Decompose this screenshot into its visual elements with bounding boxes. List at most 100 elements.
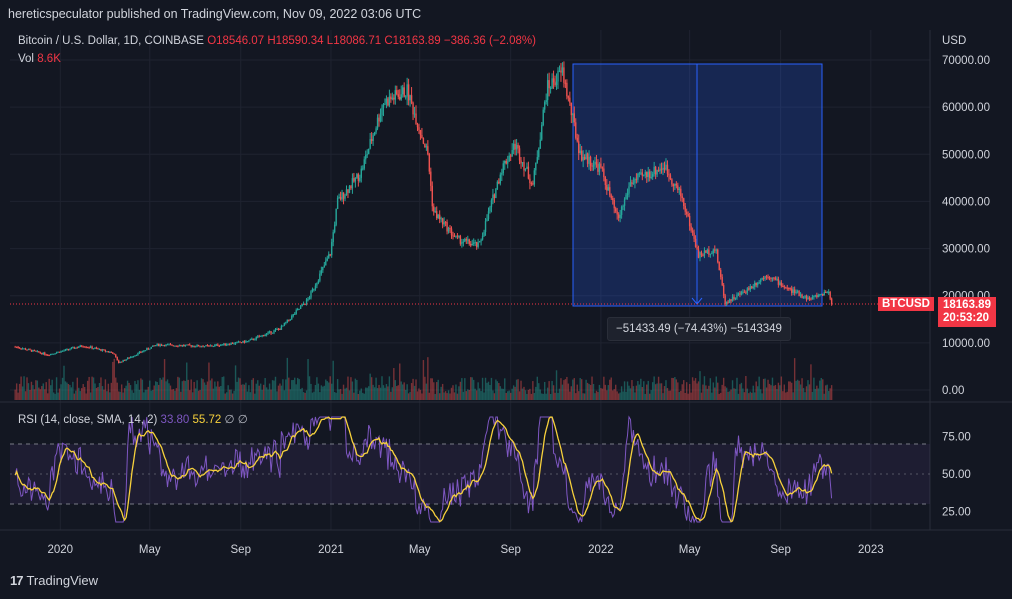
volume-bar (313, 391, 315, 400)
candle-body (228, 344, 231, 346)
volume-bar (495, 379, 497, 400)
price-tick-label: 10000.00 (942, 338, 990, 350)
volume-bar (802, 387, 805, 400)
candle-body (382, 104, 385, 108)
price-tick-label: 50000.00 (942, 149, 990, 161)
volume-legend[interactable]: Vol 8.6K (18, 53, 61, 65)
rsi-extra-1: ∅ (224, 414, 235, 426)
candle-body (123, 359, 126, 361)
volume-bar (649, 393, 651, 400)
volume-bar (631, 380, 633, 400)
volume-bar (307, 359, 309, 400)
volume-bar (786, 391, 788, 400)
candle-body (388, 96, 391, 106)
volume-bar (641, 387, 644, 400)
candle-body (132, 356, 135, 358)
volume-bar (755, 381, 757, 400)
candle-body (811, 296, 814, 300)
volume-bar (696, 383, 698, 400)
time-tick-label: Sep (500, 544, 520, 556)
volume-bar (724, 386, 726, 400)
candle-body (678, 188, 680, 190)
candle-body (619, 214, 621, 218)
candle-body (304, 304, 306, 306)
volume-bar (110, 382, 113, 400)
volume-bar (156, 382, 158, 400)
volume-bar (810, 364, 812, 400)
volume-bar (17, 392, 19, 400)
volume-bar (759, 389, 762, 400)
volume-bar (762, 378, 765, 400)
candle-body (462, 241, 465, 243)
volume-bar (752, 385, 754, 400)
symbol-legend[interactable]: Bitcoin / U.S. Dollar, 1D, COINBASE O185… (18, 35, 536, 47)
volume-bar (425, 383, 428, 400)
candle-body (174, 345, 176, 347)
rsi-extra-2: ∅ (237, 414, 248, 426)
candle-body (549, 87, 552, 89)
volume-bar (63, 365, 65, 400)
volume-bar (265, 387, 268, 400)
candle-body (227, 344, 229, 346)
candle-body (564, 82, 567, 84)
volume-bar (793, 358, 796, 400)
candle-body (308, 297, 311, 300)
candle-body (512, 143, 515, 151)
candle-body (92, 348, 95, 350)
candle-body (270, 331, 272, 334)
volume-bar (415, 379, 417, 400)
candle-body (748, 288, 750, 290)
candle-body (504, 160, 506, 164)
candle-body (762, 277, 765, 279)
candle-body (113, 353, 115, 355)
candle-body (474, 242, 476, 244)
candle-body (384, 103, 386, 105)
volume-bar (711, 392, 713, 400)
volume-bar (288, 377, 290, 400)
candle-body (819, 294, 821, 296)
volume-bar (338, 389, 340, 400)
rsi-legend[interactable]: RSI (14, close, SMA, 14, 2) 33.80 55.72 … (18, 412, 248, 426)
candle-body (609, 187, 611, 196)
candle-body (687, 213, 689, 216)
candle-body (15, 346, 18, 348)
candle-body (511, 150, 513, 157)
brand-footer[interactable]: 17 TradingView (10, 573, 98, 588)
volume-bar (326, 381, 328, 400)
volume-bar (119, 391, 121, 400)
candle-body (326, 258, 328, 261)
volume-bar (233, 390, 235, 400)
candle-body (85, 346, 87, 348)
candle-body (305, 299, 308, 305)
candle-body (569, 97, 571, 103)
candle-body (224, 343, 226, 346)
volume-bar (622, 391, 624, 400)
volume-bar (779, 385, 781, 400)
volume-bar (727, 391, 729, 400)
volume-bar (123, 388, 126, 400)
candle-body (538, 148, 540, 158)
volume-bar (499, 386, 502, 400)
volume-bar (440, 386, 442, 400)
candle-body (206, 345, 209, 347)
volume-bar (675, 379, 678, 400)
volume-bar (638, 384, 641, 400)
candle-body (798, 291, 800, 297)
candle-body (480, 239, 482, 242)
candle-body (796, 291, 799, 293)
candle-body (186, 344, 188, 346)
candle-body (159, 344, 161, 346)
volume-bar (366, 387, 368, 400)
candle-body (507, 161, 509, 164)
volume-bar (372, 384, 374, 400)
volume-bar (736, 377, 738, 400)
candle-body (770, 277, 772, 279)
candle-body (295, 310, 297, 314)
volume-bar (240, 384, 243, 400)
candle-body (508, 155, 510, 162)
volume-bar (826, 384, 828, 400)
candle-body (329, 254, 331, 256)
volume-bar (325, 379, 327, 400)
candle-body (255, 336, 257, 340)
